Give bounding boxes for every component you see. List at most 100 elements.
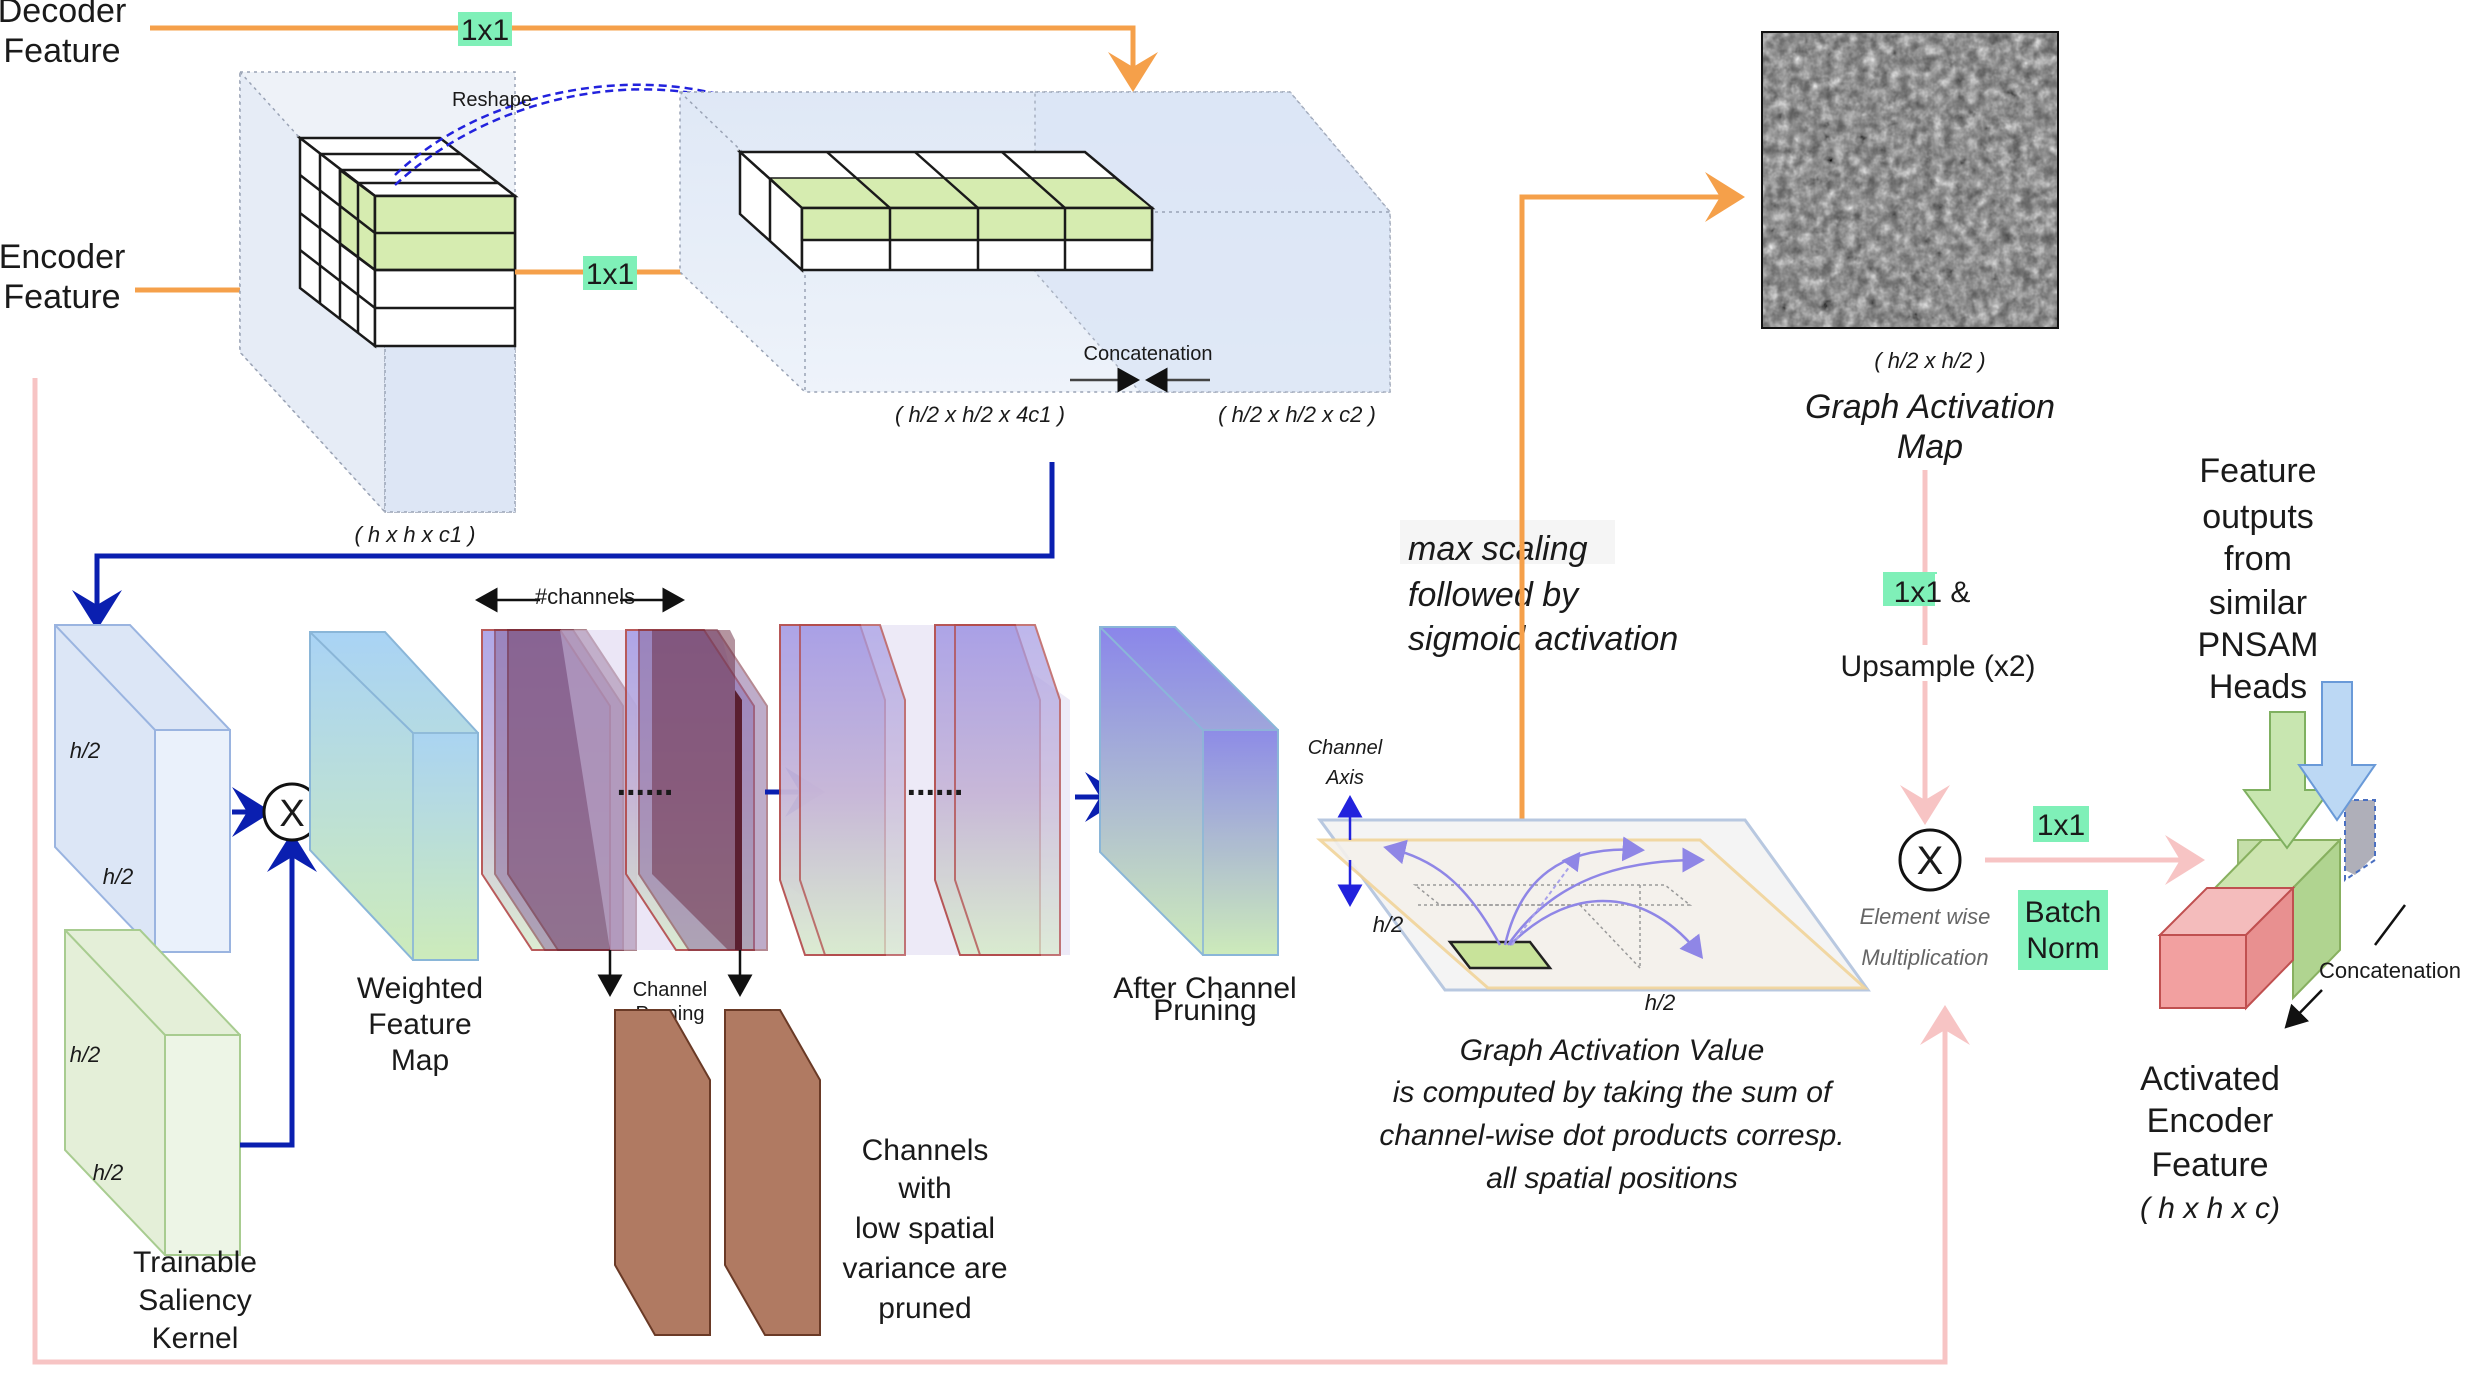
feature-outputs-label: Feature outputs from similar PNSAM Heads [2198,452,2319,706]
reshaped-slab [736,149,1156,273]
svg-text:Norm: Norm [2026,932,2099,965]
after-pruning-slab [1099,626,1279,956]
batch-norm-label: Batch Norm [2025,896,2102,965]
svg-text:Decoder: Decoder [0,0,126,30]
channel-stack-a [481,629,768,951]
svg-text:Element wise: Element wise [1860,904,1991,929]
svg-text:Feature: Feature [2151,1146,2268,1184]
svg-text:Axis: Axis [1325,767,1364,789]
svg-text:Map: Map [391,1044,449,1077]
output-cube-stack [2157,799,2376,1011]
encoder-feature-label: Encoder Feature [0,238,125,316]
svg-text:Heads: Heads [2209,668,2307,706]
noise-image-icon [1761,31,2059,329]
encoder-conv-highlight [583,256,637,290]
svg-text:Upsample (x2): Upsample (x2) [1840,650,2035,683]
gam-dim: ( h/2 x h/2 ) [1874,348,1985,373]
final-conv-label: 1x1 [2037,809,2085,842]
svg-text:low spatial: low spatial [855,1212,995,1245]
pink-skip-line [32,378,1970,1365]
svg-text:Channels: Channels [862,1134,989,1167]
gav-text: Graph Activation Value is computed by ta… [1379,1034,1844,1195]
svg-text:followed by: followed by [1408,576,1580,614]
input-slab [54,624,231,953]
channel-axis-label: Channel Axis [1308,737,1383,789]
svg-text:After Channel: After Channel [1113,972,1296,1005]
encoder-grid-cube [296,135,519,349]
batch-norm-highlight [2018,890,2108,970]
svg-text:Activated: Activated [2140,1060,2280,1098]
multiply-circle-icon: X [262,782,322,842]
pruned-channels-label: Channels with low spatial variance are p… [842,1134,1007,1325]
svg-text:PNSAM: PNSAM [2198,626,2319,664]
svg-text:Channel: Channel [633,979,708,1001]
svg-text:Feature: Feature [2199,452,2316,490]
dim-4c1: ( h/2 x h/2 x 4c1 ) [895,402,1065,427]
after-pruning-label: After Channel Pruning [1113,972,1296,1027]
conv-upsample-highlight [1883,572,1937,606]
channel-stack-b [779,624,1070,956]
svg-text:Batch: Batch [2025,896,2102,929]
svg-text:Encoder: Encoder [2147,1102,2274,1140]
pruned-channels [614,1009,821,1336]
gam-title: Graph Activation Map [1805,388,2055,466]
svg-text:Feature: Feature [368,1008,471,1041]
weighted-feature-map [309,631,479,961]
svg-text:Graph Activation Value: Graph Activation Value [1460,1034,1765,1067]
svg-text:with: with [897,1172,951,1205]
svg-text:Multiplication: Multiplication [1861,945,1988,970]
top-conv-highlight [458,12,512,46]
svg-text:max scaling: max scaling [1408,530,1588,568]
green-down-arrow [2242,711,2332,850]
svg-text:1x1 &: 1x1 & [1894,576,1971,609]
activated-encoder-label: Activated Encoder Feature ( h x h x c) [2140,1060,2280,1225]
svg-text:Kernel: Kernel [152,1322,239,1355]
encoder-conv-label: 1x1 [586,258,634,291]
svg-text:channel-wise dot products corr: channel-wise dot products corresp. [1379,1119,1844,1152]
plane-h2-left: h/2 [1373,912,1404,937]
svg-text:Channel: Channel [1308,737,1383,759]
dim-h2-d: h/2 [93,1160,124,1185]
svg-text:outputs: outputs [2202,498,2314,536]
svg-text:Feature: Feature [3,32,120,70]
svg-text:Saliency: Saliency [138,1284,251,1317]
svg-text:sigmoid activation: sigmoid activation [1408,620,1678,658]
dots-b: ...... [907,765,964,803]
trainable-kernel-slab [64,929,241,1256]
dim-c2: ( h/2 x h/2 x c2 ) [1218,402,1376,427]
svg-text:Encoder: Encoder [0,238,125,276]
dim-h2-b: h/2 [103,864,134,889]
weighted-feature-map-label: Weighted Feature Map [357,972,483,1077]
dim-h-h-c1: ( h x h x c1 ) [354,522,475,547]
graph-planes [1316,818,1871,992]
svg-text:Weighted: Weighted [357,972,483,1005]
svg-text:Graph Activation: Graph Activation [1805,388,2055,426]
max-scaling-label: max scaling followed by sigmoid activati… [1400,520,1678,658]
svg-text:Map: Map [1897,428,1963,466]
svg-text:Feature: Feature [3,278,120,316]
channels-label: #channels [535,584,635,609]
elem-mult-label: Element wise Multiplication [1860,904,1991,970]
svg-text:Pruning: Pruning [1153,994,1256,1027]
svg-text:X: X [279,793,304,835]
svg-text:all spatial positions: all spatial positions [1486,1162,1738,1195]
concat-top-label: Concatenation [1084,343,1213,365]
svg-text:pruned: pruned [878,1292,971,1325]
top-conv-label: 1x1 [461,14,509,47]
reshape-label: Reshape [452,89,532,111]
decoder-feature-label: Decoder Feature [0,0,126,70]
svg-text:Trainable: Trainable [133,1246,257,1279]
dim-h2-a: h/2 [70,738,101,763]
svg-text:is computed by taking the sum: is computed by taking the sum of [1393,1076,1834,1109]
blue-connector [72,462,1055,630]
svg-text:( h x h x c): ( h x h x c) [2140,1192,2280,1225]
blue-down-arrow [2297,681,2377,822]
max-scaling-arrow [1519,172,1745,820]
multiply-circle-icon: X [1898,828,1962,892]
conv-upsample-label: 1x1 & Upsample (x2) [1840,574,2036,683]
svg-text:from: from [2224,540,2292,578]
final-conv-highlight [2033,806,2089,842]
trainable-kernel-label: Trainable Saliency Kernel [133,1246,257,1355]
